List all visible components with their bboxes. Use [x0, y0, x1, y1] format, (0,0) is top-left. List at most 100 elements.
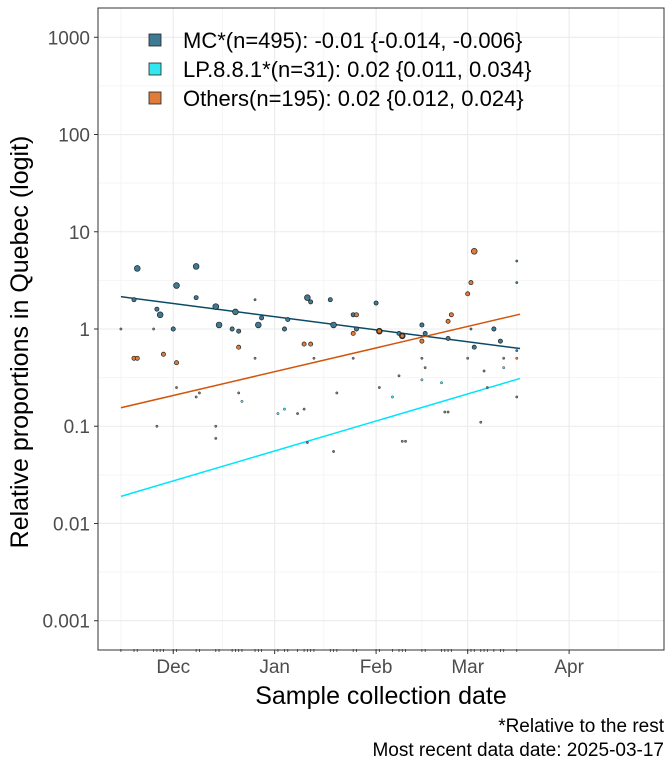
data-point-series-3 — [253, 356, 257, 360]
data-point-series-0 — [236, 328, 242, 334]
data-point-series-1 — [276, 412, 280, 415]
y-tick-label: 0.1 — [64, 417, 90, 438]
data-point-series-2 — [376, 328, 382, 334]
data-point-series-0 — [255, 321, 262, 329]
data-point-series-3 — [335, 391, 339, 395]
data-point-series-0 — [308, 299, 314, 305]
data-point-series-0 — [445, 335, 451, 341]
data-point-series-0 — [282, 326, 287, 332]
data-point-series-0 — [232, 308, 239, 316]
data-point-series-0 — [215, 321, 223, 329]
data-point-series-0 — [373, 300, 379, 306]
data-point-series-1 — [502, 366, 506, 370]
data-point-series-2 — [134, 355, 140, 361]
legend-key-2 — [148, 91, 162, 105]
data-point-series-1 — [240, 400, 244, 403]
data-point-series-0 — [515, 281, 519, 285]
data-point-series-3 — [443, 410, 447, 414]
data-point-series-3 — [305, 441, 309, 444]
data-point-series-0 — [285, 317, 291, 323]
y-tick-label: 100 — [58, 126, 90, 147]
data-points — [119, 248, 519, 453]
data-point-series-3 — [482, 369, 486, 373]
y-tick-label: 0.01 — [53, 514, 90, 535]
legend-label-2: Others(n=195): 0.02 {0.012, 0.024} — [183, 86, 524, 111]
legend-key-0 — [148, 33, 162, 47]
data-point-series-3 — [479, 420, 483, 424]
data-point-series-3 — [237, 391, 241, 395]
data-point-series-2 — [468, 280, 474, 286]
data-point-series-2 — [174, 360, 179, 366]
y-tick-label: 10 — [69, 223, 90, 244]
y-tick-label: 0.001 — [42, 612, 90, 633]
data-point-series-2 — [308, 341, 314, 347]
data-point-series-3 — [155, 424, 159, 428]
data-point-series-0 — [259, 315, 265, 321]
data-point-series-0 — [469, 327, 473, 331]
legend: MC*(n=495): -0.01 {-0.014, -0.006} LP.8.8… — [148, 28, 531, 111]
data-point-series-3 — [420, 356, 424, 360]
data-point-series-0 — [134, 265, 141, 272]
legend-label-0: MC*(n=495): -0.01 {-0.014, -0.006} — [183, 28, 522, 53]
data-point-series-2 — [448, 312, 454, 318]
data-point-series-2 — [350, 330, 356, 336]
y-tick-label: 1 — [79, 320, 90, 341]
data-point-series-3 — [351, 356, 355, 360]
x-axis: Dec Jan Feb Mar Apr — [120, 649, 585, 678]
data-point-series-0 — [471, 344, 477, 350]
data-point-series-3 — [485, 386, 489, 389]
data-point-series-2 — [470, 248, 478, 255]
data-point-series-1 — [283, 407, 286, 411]
data-point-series-3 — [198, 391, 201, 395]
data-point-series-0 — [515, 349, 519, 352]
caption-relative-note: *Relative to the rest — [498, 716, 665, 737]
data-point-series-0 — [170, 326, 176, 332]
data-point-series-2 — [445, 318, 451, 324]
y-tick-label: 1000 — [48, 28, 90, 49]
data-point-series-2 — [160, 351, 166, 357]
data-point-series-0 — [131, 297, 137, 303]
data-point-series-0 — [330, 321, 337, 329]
trend-line-series-1 — [120, 377, 521, 498]
data-point-series-0 — [253, 298, 257, 302]
data-point-series-2 — [354, 312, 359, 318]
data-point-series-3 — [332, 450, 335, 453]
data-point-series-3 — [152, 327, 156, 331]
y-axis-label: Relative proportions in Quebec (logit) — [6, 136, 34, 549]
x-tick-label: Apr — [554, 657, 584, 678]
data-point-series-3 — [502, 356, 506, 360]
data-point-series-0 — [154, 306, 160, 312]
data-point-series-3 — [397, 374, 401, 378]
data-point-series-3 — [423, 366, 427, 370]
data-point-series-1 — [391, 395, 394, 399]
data-point-series-2 — [465, 291, 471, 297]
data-point-series-2 — [419, 338, 425, 344]
data-point-series-2 — [399, 333, 405, 339]
data-point-series-3 — [404, 439, 407, 443]
data-point-series-0 — [422, 330, 428, 336]
data-point-series-1 — [420, 378, 424, 382]
x-tick-label: Feb — [360, 657, 393, 678]
x-axis-label: Sample collection date — [255, 682, 507, 710]
data-point-series-0 — [156, 311, 164, 319]
x-tick-label: Dec — [156, 657, 190, 678]
data-point-series-0 — [304, 294, 311, 301]
data-point-series-2 — [236, 344, 242, 350]
data-point-series-3 — [515, 395, 519, 399]
data-point-series-1 — [440, 381, 443, 385]
caption-recent-date: Most recent data date: 2025-03-17 — [372, 740, 664, 761]
data-point-series-3 — [377, 386, 381, 389]
data-point-series-3 — [446, 410, 450, 414]
trend-line-series-2 — [120, 313, 521, 409]
y-axis: 0.001 0.01 0.1 1 10 100 1000 — [42, 28, 98, 633]
data-point-series-0 — [212, 303, 220, 310]
data-point-series-0 — [491, 326, 497, 332]
data-point-series-3 — [175, 386, 178, 389]
data-point-series-3 — [214, 436, 218, 440]
data-point-series-3 — [466, 356, 470, 360]
data-point-series-0 — [354, 326, 359, 332]
x-tick-label: Jan — [259, 657, 290, 678]
data-point-series-0 — [497, 338, 503, 344]
data-point-series-0 — [515, 259, 519, 263]
